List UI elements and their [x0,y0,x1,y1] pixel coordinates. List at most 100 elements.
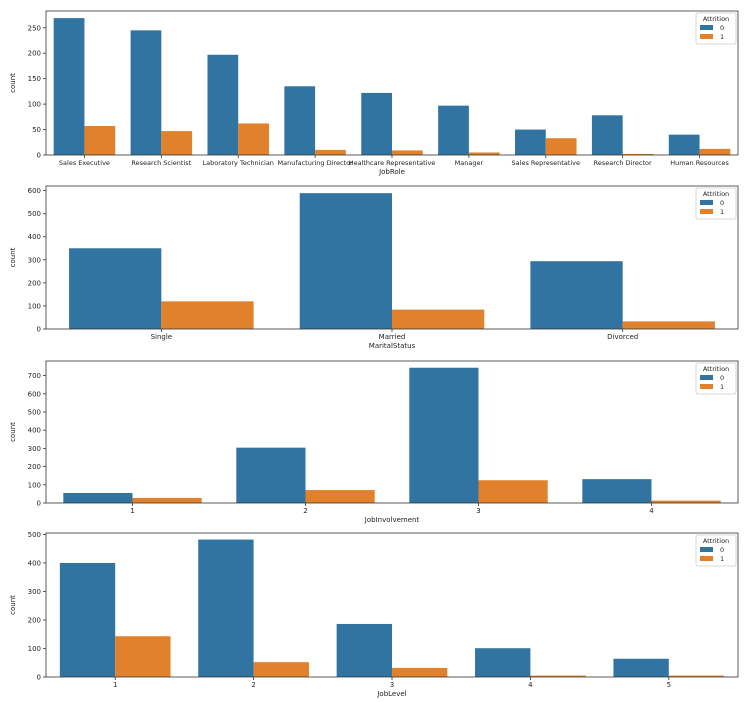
x-tick-label: 5 [667,681,671,689]
plot-frame [45,532,739,678]
bar-1-0 [161,301,254,329]
bar-1-2 [622,321,715,329]
bar-1-3 [315,149,346,155]
bar-0-2 [409,367,479,503]
bar-0-0 [69,248,162,329]
bar-1-3 [530,675,586,677]
bar-0-2 [207,54,239,155]
legend-entry: 1 [720,383,724,391]
x-tick-label: 2 [303,507,307,515]
bar-0-1 [130,30,162,155]
plot-frame [45,10,739,156]
legend-title: Attrition [703,190,729,198]
bar-1-1 [161,131,193,155]
legend-swatch-0 [700,547,713,552]
bar-0-3 [284,86,316,155]
bar-1-0 [84,125,116,155]
bar-0-0 [53,18,85,156]
bar-0-6 [515,129,546,155]
bar-0-1 [299,193,392,329]
y-tick-label: 400 [28,559,41,567]
x-tick-label: Sales Executive [59,159,110,167]
y-tick-label: 300 [28,445,41,453]
legend-title: Attrition [703,537,729,545]
y-tick-label: 50 [32,126,41,134]
x-tick-label: Research Director [594,159,652,167]
y-tick-label: 200 [28,616,41,624]
bar-0-3 [475,648,531,677]
bar-1-8 [699,148,731,155]
x-axis-label: MaritalStatus [369,342,416,350]
x-tick-label: Manufacturing Director [277,159,353,167]
legend-entry: 1 [720,555,724,563]
chart-joblevel: 0 100 200 300 400 500 1 2 3 4 5 JobLevel count Attrit… [9,531,739,698]
x-tick-label: Research Scientist [131,159,191,167]
legend-entry: 1 [720,33,724,41]
x-tick-label: 3 [476,507,480,515]
x-tick-label: Divorced [607,333,638,341]
legend-entry: 1 [720,208,724,216]
bar-0-5 [438,105,469,155]
x-tick-label: Manager [455,159,484,167]
plot-frame [45,185,739,330]
chart-jobrole: 0 50 100 150 200 250 Sales Executive Research S… [9,10,739,176]
bar-0-8 [668,134,700,155]
bar-1-5 [468,152,500,155]
legend-swatch-1 [700,556,713,561]
y-tick-label: 0 [37,152,41,160]
bar-0-7 [591,115,623,155]
x-tick-label: 1 [113,681,117,689]
y-tick-label: 100 [28,645,41,653]
x-tick-label: 4 [528,681,533,689]
bar-0-2 [336,623,392,677]
bar-0-1 [198,539,254,677]
y-tick-label: 600 [28,187,41,195]
bar-0-0 [63,492,133,503]
y-tick-label: 700 [28,372,41,380]
chart-jobinvolvement: 0 100 200 300 400 500 600 700 1 2 3 4 JobInvolvement… [9,360,739,524]
bar-0-3 [582,479,652,503]
y-tick-label: 100 [28,302,41,310]
x-tick-label: Human Resources [670,159,729,167]
legend-swatch-0 [700,200,713,205]
legend-swatch-1 [700,209,713,214]
bar-0-1 [236,447,306,503]
bar-1-7 [622,153,654,155]
legend-entry: 0 [720,546,724,554]
y-tick-label: 200 [28,279,41,287]
legend-entry: 0 [720,24,724,32]
y-tick-label: 150 [28,75,41,83]
bar-1-2 [392,667,448,677]
plot-frame [45,360,739,504]
y-tick-label: 0 [37,326,41,334]
x-tick-label: Sales Representative [512,159,580,167]
x-tick-label: 4 [649,507,654,515]
x-tick-label: 1 [130,507,134,515]
bar-0-4 [613,658,669,677]
y-tick-label: 400 [28,233,41,241]
y-tick-label: 500 [28,408,41,416]
bar-1-3 [651,500,721,503]
legend-swatch-1 [700,384,713,389]
bar-1-6 [545,138,577,155]
y-tick-label: 500 [28,531,41,539]
x-axis-label: JobRole [378,168,405,176]
bar-1-1 [392,309,485,329]
x-tick-label: Laboratory Technician [202,159,273,167]
bar-0-2 [530,261,623,329]
legend-swatch-1 [700,34,713,39]
y-tick-label: 250 [28,24,41,32]
y-tick-label: 200 [28,50,41,58]
x-tick-label: Single [151,333,173,341]
y-tick-label: 400 [28,427,41,435]
legend-swatch-0 [700,25,713,30]
bar-1-4 [392,150,423,155]
bar-1-2 [478,480,548,503]
y-axis-label: count [9,247,17,267]
legend-swatch-0 [700,375,713,380]
bar-1-1 [253,662,309,677]
y-axis-label: count [9,595,17,615]
y-tick-label: 0 [37,674,41,682]
legend-title: Attrition [703,365,729,373]
